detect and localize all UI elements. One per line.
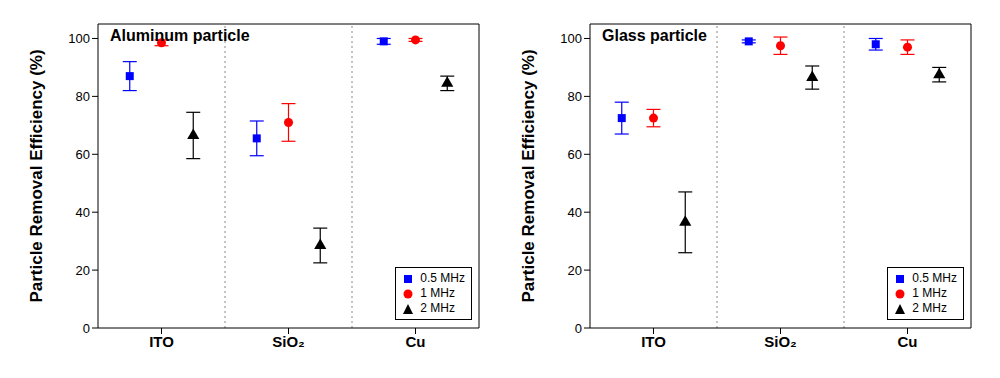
svg-text:80: 80 bbox=[76, 89, 90, 104]
html-text:0.5 MHz: 0.5 MHz bbox=[912, 271, 957, 285]
html-text:1 MHz: 1 MHz bbox=[420, 286, 455, 300]
svg-text:100: 100 bbox=[560, 31, 582, 46]
svg-text:0: 0 bbox=[575, 321, 582, 336]
svg-text:SiO₂: SiO₂ bbox=[272, 333, 305, 350]
svg-text:ITO: ITO bbox=[641, 333, 666, 350]
svg-text:Cu: Cu bbox=[898, 333, 918, 350]
svg-text:Particle Removal Efficiency (%: Particle Removal Efficiency (%) bbox=[27, 49, 46, 302]
html-text:2 MHz: 2 MHz bbox=[912, 301, 947, 315]
svg-text:20: 20 bbox=[568, 263, 582, 278]
html-text:0.5 MHz: 0.5 MHz bbox=[420, 271, 465, 285]
svg-text:20: 20 bbox=[76, 263, 90, 278]
svg-text:40: 40 bbox=[568, 205, 582, 220]
svg-text:0: 0 bbox=[83, 321, 90, 336]
html-text:Aluminum particle: Aluminum particle bbox=[110, 27, 250, 44]
svg-text:Cu: Cu bbox=[406, 333, 426, 350]
svg-text:40: 40 bbox=[76, 205, 90, 220]
svg-text:60: 60 bbox=[76, 147, 90, 162]
svg-text:60: 60 bbox=[568, 147, 582, 162]
svg-text:SiO₂: SiO₂ bbox=[764, 333, 797, 350]
html-text:1 MHz: 1 MHz bbox=[912, 286, 947, 300]
svg-text:Particle Removal Efficiency (%: Particle Removal Efficiency (%) bbox=[519, 49, 538, 302]
svg-text:100: 100 bbox=[68, 31, 90, 46]
html-text:Glass particle: Glass particle bbox=[602, 27, 707, 44]
html-text:2 MHz: 2 MHz bbox=[420, 301, 455, 315]
svg-text:ITO: ITO bbox=[149, 333, 174, 350]
svg-text:80: 80 bbox=[568, 89, 582, 104]
